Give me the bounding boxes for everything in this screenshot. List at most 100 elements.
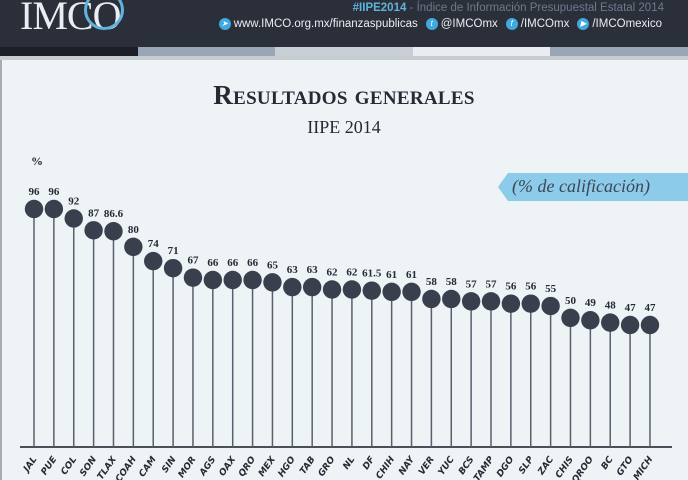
tagline-text: - Índice de Información Presupuestal Est… [406, 2, 664, 14]
value-label: 80 [128, 224, 140, 236]
lollipop-dot [84, 221, 103, 240]
value-label: 92 [68, 195, 80, 207]
category-label: BC [600, 455, 616, 472]
lollipop-dot [104, 222, 123, 241]
value-label: 49 [585, 297, 597, 309]
stripe-segment [0, 47, 138, 56]
category-label: COAH [114, 455, 139, 480]
category-label: NL [342, 455, 358, 472]
stripe-segment [550, 47, 688, 56]
category-label: MICH [632, 455, 656, 480]
link-facebook[interactable]: f/IMCOmx [505, 18, 570, 30]
color-stripes [0, 47, 688, 56]
link-youtube[interactable]: ▶/IMCOmexico [577, 18, 662, 30]
category-label: SLP [517, 455, 536, 476]
lollipop-dot [144, 251, 163, 271]
link-website[interactable]: ➤ www.IMCO.org.mx/finanzaspublicas [218, 18, 418, 30]
logo-ring-icon [84, 0, 124, 30]
category-label: TAB [298, 455, 317, 477]
lollipop-dot [521, 294, 540, 313]
lollipop-dot [223, 270, 242, 290]
telegram-icon: ➤ [218, 18, 231, 30]
value-label: 66 [247, 257, 259, 269]
lollipop-dot [561, 308, 580, 328]
lollipop-dot [64, 209, 83, 228]
left-border [0, 60, 2, 480]
value-label: 61 [406, 269, 417, 281]
units-badge-text: (% de calificación) [512, 176, 650, 196]
value-label: 67 [187, 255, 199, 267]
value-label: 62 [327, 266, 339, 278]
value-label: 65 [267, 259, 279, 271]
lollipop-dot [322, 280, 342, 299]
chart-title: Resultados generales [213, 80, 475, 110]
value-label: 50 [565, 295, 577, 307]
divider [0, 56, 688, 60]
chart-subtitle: IIPE 2014 [307, 117, 381, 137]
value-label: 96 [48, 186, 60, 198]
value-label: 63 [307, 264, 319, 276]
category-label: COL [60, 455, 80, 477]
category-label: CAM [138, 455, 159, 479]
value-label: 66 [207, 257, 219, 269]
category-label: QRO [237, 455, 258, 479]
lollipop-dot [581, 311, 600, 330]
lollipop-dot [501, 294, 521, 313]
category-label: AGS [198, 455, 219, 479]
stripe-segment [275, 47, 413, 56]
category-label: QROO [570, 455, 596, 480]
lollipop-dot [44, 199, 64, 219]
value-label: 62 [346, 266, 358, 278]
lollipop-dot [620, 315, 640, 335]
lollipop-dot [183, 268, 203, 287]
value-label: 96 [29, 186, 41, 198]
value-label: 71 [168, 245, 179, 257]
header-bar: IMCO #IIPE2014 - Índice de Información P… [0, 0, 688, 47]
lollipop-dot [640, 315, 660, 335]
lollipop-dot [362, 281, 381, 300]
lollipop-dot [382, 282, 401, 302]
value-label: 57 [466, 278, 478, 290]
value-label: 87 [88, 207, 100, 219]
lollipop-dot [283, 277, 302, 297]
category-label: PUE [40, 454, 60, 477]
link-label: /IMCOmexico [592, 18, 662, 30]
category-label: BCS [457, 455, 476, 477]
category-label: OAX [218, 454, 239, 478]
value-label: 74 [148, 238, 160, 250]
value-label: 56 [525, 281, 537, 293]
category-label: MEX [257, 454, 278, 479]
value-label: 56 [505, 281, 517, 293]
category-label: DF [361, 454, 377, 472]
value-label: 57 [486, 278, 498, 290]
lollipop-dot [243, 270, 262, 290]
value-label: 61.5 [362, 268, 382, 280]
lollipop-dot [263, 273, 282, 292]
units-badge: (% de calificación) [498, 173, 688, 201]
value-label: 58 [446, 276, 458, 288]
social-links: ➤ www.IMCO.org.mx/finanzaspublicas t @IMCO… [218, 18, 662, 30]
lollipop-dot [302, 277, 322, 297]
header-tagline: #IIPE2014 - Índice de Información Presup… [353, 2, 664, 14]
category-label: DGO [495, 455, 516, 479]
link-label: @IMCOmx [440, 18, 498, 30]
category-label: CHIH [375, 455, 398, 480]
lollipop-dot [601, 313, 620, 332]
lollipop-dot [422, 289, 441, 309]
lollipop-dot [541, 296, 560, 316]
link-label: www.IMCO.org.mx/finanzaspublicas [233, 18, 418, 30]
value-label: 47 [644, 302, 656, 314]
value-label: 61 [386, 269, 397, 281]
stripe-segment [137, 47, 276, 56]
category-label: VER [417, 455, 437, 477]
value-label: 86.6 [104, 208, 124, 220]
lollipop-dot [342, 280, 362, 299]
link-label: /IMCOmx [520, 18, 570, 30]
link-twitter[interactable]: t @IMCOmx [425, 18, 498, 30]
twitter-icon: t [425, 18, 438, 30]
value-label: 55 [545, 283, 557, 295]
value-label: 47 [625, 302, 637, 314]
category-label: TAMP [472, 455, 496, 480]
value-label: 48 [605, 300, 617, 312]
